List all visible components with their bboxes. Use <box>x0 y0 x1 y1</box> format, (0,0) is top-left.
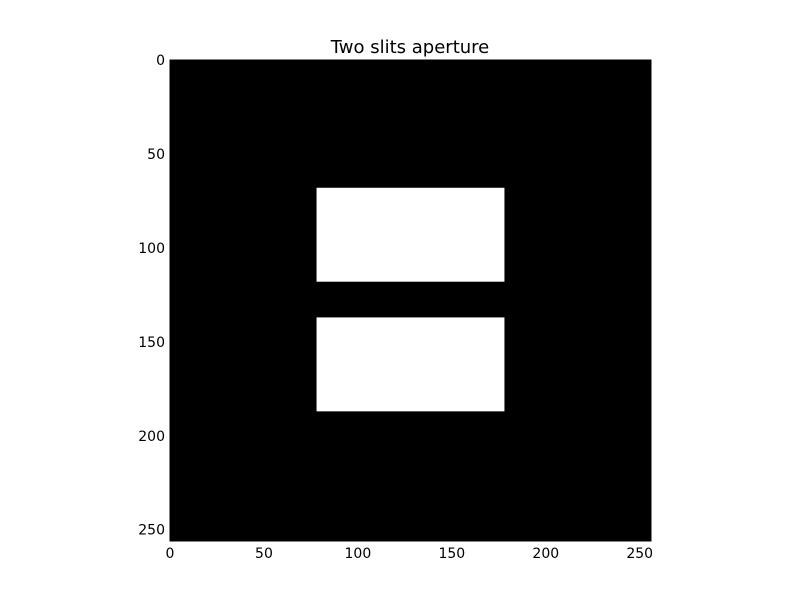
plot-frame <box>169 59 652 542</box>
x-tick-label-250: 250 <box>626 546 653 562</box>
x-tick-label-0: 0 <box>166 546 175 562</box>
x-tick-label-200: 200 <box>532 546 559 562</box>
x-tick-label-150: 150 <box>438 546 465 562</box>
slits-layer <box>316 187 505 412</box>
x-tick-label-100: 100 <box>345 546 372 562</box>
y-tick-label-150: 150 <box>138 335 165 351</box>
y-tick-label-200: 200 <box>138 429 165 445</box>
slit-2 <box>316 317 505 412</box>
chart-title: Two slits aperture <box>330 37 489 58</box>
y-tick-label-50: 50 <box>147 147 165 163</box>
x-tick-label-50: 50 <box>255 546 273 562</box>
y-tick-label-0: 0 <box>156 53 165 69</box>
y-tick-label-250: 250 <box>138 523 165 539</box>
y-tick-label-100: 100 <box>138 241 165 257</box>
image-background <box>170 60 651 541</box>
slit-1 <box>316 187 505 282</box>
